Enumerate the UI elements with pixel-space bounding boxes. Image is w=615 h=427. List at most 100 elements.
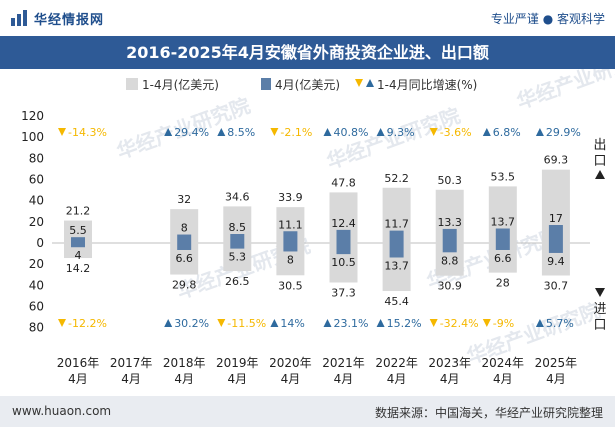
y-tick-label: 20	[29, 257, 44, 271]
label-import-cumulative: 30.9	[437, 280, 462, 293]
legend-down-triangle-icon	[355, 79, 363, 87]
x-tick-label-year: 2017年	[110, 356, 153, 370]
bar-export-monthly	[495, 228, 510, 243]
footer-source: 数据来源：中国海关，华经产业研究院整理	[374, 406, 603, 420]
bar-import-monthly	[177, 243, 192, 250]
label-export-growth: 9.3%	[387, 126, 415, 139]
bar-export-monthly	[230, 234, 245, 243]
label-export-monthly: 11.7	[384, 218, 409, 231]
label-import-cumulative: 28	[496, 277, 510, 290]
label-import-cumulative: 30.5	[278, 279, 303, 292]
bar-import-monthly	[230, 243, 245, 249]
footer: www.huaon.com 数据来源：中国海关，华经产业研究院整理	[0, 396, 615, 427]
legend-label-cumulative: 1-4月(亿美元)	[142, 77, 219, 92]
y-tick-label: 40	[29, 278, 44, 292]
label-import-growth: 15.2%	[387, 317, 422, 330]
label-export-monthly: 11.1	[278, 218, 303, 231]
side-label-export-1: 出	[593, 138, 606, 153]
side-down-arrow-icon	[595, 288, 605, 297]
label-import-monthly: 9.4	[547, 255, 565, 268]
label-import-growth: -11.5%	[227, 317, 266, 330]
bar-export-monthly	[283, 231, 298, 243]
x-tick-label-year: 2023年	[428, 356, 471, 370]
label-export-monthly: 8.5	[229, 221, 247, 234]
x-tick-label-year: 2024年	[482, 356, 525, 370]
label-export-cumulative: 34.6	[225, 190, 250, 203]
label-import-monthly: 6.6	[175, 252, 193, 265]
x-tick-label-month: 4月	[68, 372, 88, 386]
side-up-arrow-icon	[595, 170, 605, 179]
legend-label-growth: 1-4月同比增速(%)	[377, 78, 477, 92]
bar-export-monthly	[177, 234, 192, 243]
x-tick-label-year: 2018年	[163, 356, 206, 370]
bar-import-monthly	[548, 243, 563, 253]
label-export-growth-up-icon	[482, 128, 491, 136]
label-import-growth-up-icon	[376, 319, 385, 327]
label-import-monthly: 8.8	[441, 254, 459, 267]
label-import-growth-down-icon	[429, 319, 438, 327]
x-tick-label-year: 2025年	[535, 356, 578, 370]
legend-swatch-monthly	[261, 78, 271, 90]
label-export-monthly: 13.3	[437, 216, 462, 229]
label-export-growth: 29.9%	[546, 126, 581, 139]
label-export-monthly: 5.5	[69, 224, 87, 237]
label-export-growth-down-icon	[429, 128, 438, 136]
chart-title: 2016-2025年4月安徽省外商投资企业进、出口额	[0, 36, 615, 69]
brand: 华经情报网	[10, 9, 104, 28]
label-export-growth: 29.4%	[174, 126, 209, 139]
label-export-growth: -3.6%	[440, 126, 472, 139]
bar-import-monthly	[283, 243, 298, 252]
y-tick-label: 60	[29, 300, 44, 314]
label-import-cumulative: 14.2	[66, 262, 91, 275]
label-export-cumulative: 53.5	[491, 170, 516, 183]
x-tick-label-year: 2022年	[375, 356, 418, 370]
bar-import-monthly	[442, 243, 457, 253]
bars	[64, 169, 570, 292]
legend-label-monthly: 4月(亿美元)	[275, 77, 340, 92]
label-import-cumulative: 37.3	[331, 286, 356, 299]
label-export-growth-up-icon	[376, 128, 385, 136]
label-export-monthly: 13.7	[491, 216, 516, 229]
x-tick-label-year: 2019年	[216, 356, 259, 370]
x-tick-label-month: 4月	[227, 372, 247, 386]
chart: 华经产业研究院华经产业研究院华经产业研究院华经产业研究院华经产业研究院华经产业研…	[21, 69, 615, 386]
x-tick-label-year: 2016年	[57, 356, 100, 370]
label-export-cumulative: 32	[177, 193, 191, 206]
label-export-growth: -2.1%	[280, 126, 312, 139]
label-import-cumulative: 45.4	[384, 295, 409, 308]
label-import-growth: 23.1%	[334, 317, 369, 330]
x-tick-label-month: 4月	[174, 372, 194, 386]
label-import-growth: 14%	[280, 317, 304, 330]
label-import-growth: 5.7%	[546, 317, 574, 330]
label-export-growth-up-icon	[535, 128, 544, 136]
label-export-monthly: 12.4	[331, 217, 356, 230]
label-export-growth-down-icon	[270, 128, 279, 136]
label-import-growth-down-icon	[217, 319, 226, 327]
label-import-growth-up-icon	[270, 319, 279, 327]
label-import-monthly: 8	[287, 253, 294, 266]
bar-export-monthly	[389, 230, 404, 243]
legend: 1-4月(亿美元) 4月(亿美元) 1-4月同比增速(%)	[126, 77, 477, 92]
label-export-growth: 8.5%	[227, 126, 255, 139]
x-tick-label-month: 4月	[121, 372, 141, 386]
legend-up-triangle-icon	[366, 79, 374, 87]
label-export-cumulative: 69.3	[544, 154, 569, 167]
x-tick-label-month: 4月	[440, 372, 460, 386]
x-tick-label-year: 2020年	[269, 356, 312, 370]
label-import-cumulative: 30.7	[544, 279, 569, 292]
label-import-cumulative: 26.5	[225, 275, 250, 288]
label-import-monthly: 4	[75, 249, 82, 262]
label-import-growth: 30.2%	[174, 317, 209, 330]
bar-export-monthly	[336, 229, 351, 243]
side-label-import-2: 口	[593, 318, 606, 333]
x-tick-label-year: 2021年	[322, 356, 365, 370]
label-import-growth-up-icon	[164, 319, 173, 327]
label-import-growth-down-icon	[482, 319, 491, 327]
x-tick-label-month: 4月	[493, 372, 513, 386]
y-tick-label: 20	[29, 215, 44, 229]
label-export-monthly: 8	[181, 222, 188, 235]
bar-import-monthly	[389, 243, 404, 258]
bar-export-monthly	[548, 225, 563, 243]
label-import-monthly: 10.5	[331, 256, 356, 269]
